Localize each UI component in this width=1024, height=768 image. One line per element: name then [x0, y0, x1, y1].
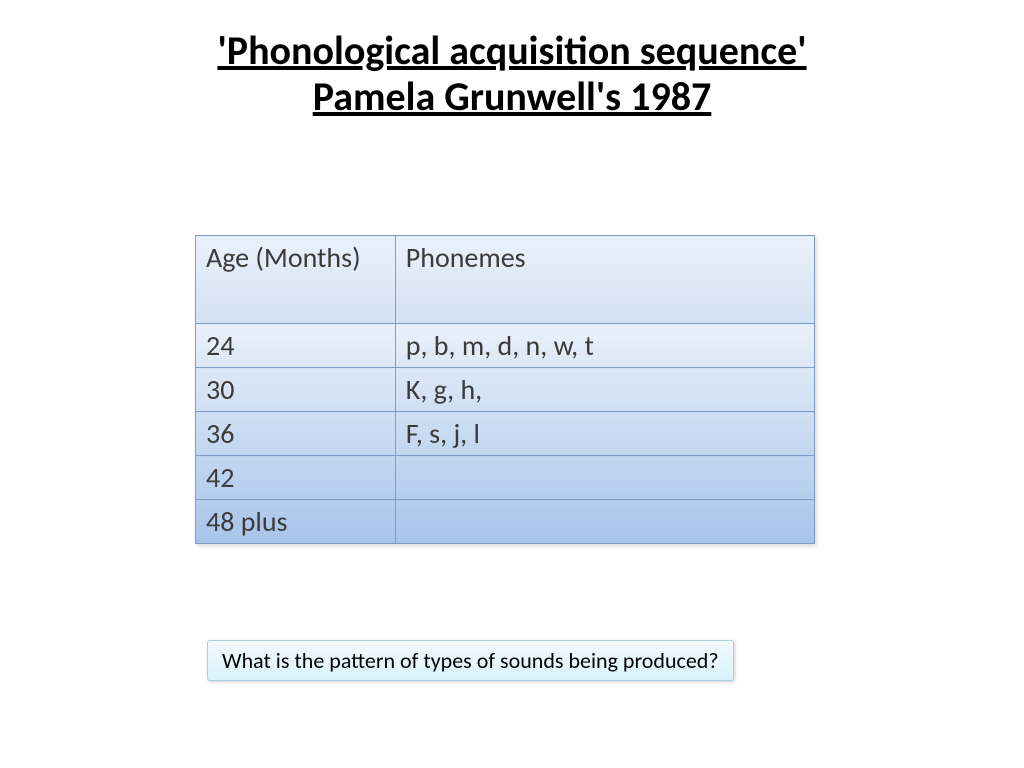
cell-age: 42 [196, 456, 396, 500]
cell-age: 30 [196, 368, 396, 412]
phoneme-table-container: Age (Months) Phonemes 24 p, b, m, d, n, … [195, 235, 815, 544]
cell-age: 36 [196, 412, 396, 456]
cell-phonemes [395, 500, 814, 544]
phoneme-table: Age (Months) Phonemes 24 p, b, m, d, n, … [195, 235, 815, 544]
question-callout: What is the pattern of types of sounds b… [207, 640, 734, 681]
cell-age: 48 plus [196, 500, 396, 544]
slide-title: 'Phonological acquisition sequence' Pame… [0, 0, 1024, 120]
title-line1: 'Phonological acquisition sequence' [0, 28, 1024, 74]
question-text: What is the pattern of types of sounds b… [222, 647, 719, 674]
cell-phonemes: p, b, m, d, n, w, t [395, 324, 814, 368]
col-header-age: Age (Months) [196, 236, 396, 324]
table-row: 24 p, b, m, d, n, w, t [196, 324, 815, 368]
table-row: 48 plus [196, 500, 815, 544]
col-header-phonemes: Phonemes [395, 236, 814, 324]
table-row: 42 [196, 456, 815, 500]
title-line2: Pamela Grunwell's 1987 [0, 74, 1024, 120]
cell-phonemes: F, s, j, l [395, 412, 814, 456]
table-row: 36 F, s, j, l [196, 412, 815, 456]
table-row: 30 K, g, h, [196, 368, 815, 412]
cell-age: 24 [196, 324, 396, 368]
cell-phonemes: K, g, h, [395, 368, 814, 412]
cell-phonemes [395, 456, 814, 500]
table-header-row: Age (Months) Phonemes [196, 236, 815, 324]
